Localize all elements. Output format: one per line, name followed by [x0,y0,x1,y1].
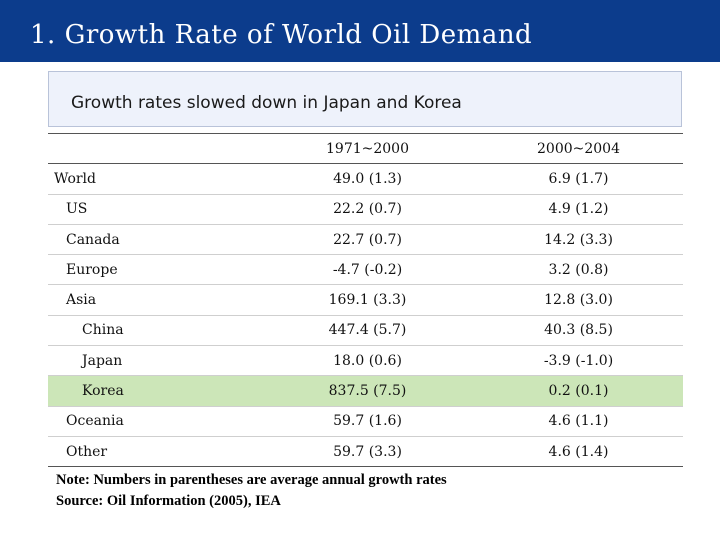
value-1971-2000: 447.4 (5.7) [261,314,474,347]
value-2000-2004: 6.9 (1.7) [474,163,683,195]
table-row: Asia 169.1 (3.3) 12.8 (3.0) [48,284,683,316]
page-title: 1. Growth Rate of World Oil Demand [30,20,533,50]
source-line: Source: Oil Information (2005), IEA [56,493,281,509]
value-2000-2004: -3.9 (-1.0) [474,345,683,377]
table-row: Europe -4.7 (-0.2) 3.2 (0.8) [48,254,683,286]
region-label: US [48,193,261,225]
value-2000-2004: 14.2 (3.3) [474,223,683,256]
value-1971-2000: 49.0 (1.3) [261,163,474,195]
region-label: Korea [48,375,261,407]
region-label: Oceania [48,405,261,437]
growth-rate-table: 1971~2000 2000~2004 World 49.0 (1.3) 6.9 (… [48,132,683,468]
header-period-1971-2000: 1971~2000 [261,132,474,165]
value-1971-2000: 837.5 (7.5) [261,375,474,407]
subtitle-text: Growth rates slowed down in Japan and Ko… [71,93,462,113]
table-row: Canada 22.7 (0.7) 14.2 (3.3) [48,223,683,256]
table-row: China 447.4 (5.7) 40.3 (8.5) [48,314,683,347]
value-1971-2000: 59.7 (1.6) [261,405,474,437]
value-2000-2004: 4.9 (1.2) [474,193,683,225]
header-label-column [48,132,261,165]
table-row: World 49.0 (1.3) 6.9 (1.7) [48,163,683,195]
footnote: Note: Numbers in parentheses are average… [56,470,447,512]
table-row: Oceania 59.7 (1.6) 4.6 (1.1) [48,405,683,437]
value-2000-2004: 0.2 (0.1) [474,375,683,407]
value-1971-2000: 18.0 (0.6) [261,345,474,377]
value-1971-2000: 169.1 (3.3) [261,284,474,316]
region-label: Asia [48,284,261,316]
title-bar: 1. Growth Rate of World Oil Demand [0,0,720,62]
table-body: World 49.0 (1.3) 6.9 (1.7) US 22.2 (0.7) 4.9 … [48,163,683,468]
table-row: Korea 837.5 (7.5) 0.2 (0.1) [48,375,683,407]
table-row: Other 59.7 (3.3) 4.6 (1.4) [48,435,683,468]
region-label: World [48,163,261,195]
value-1971-2000: 59.7 (3.3) [261,435,474,468]
region-label: Canada [48,223,261,256]
table-row: Japan 18.0 (0.6) -3.9 (-1.0) [48,345,683,377]
region-label: China [48,314,261,347]
table-header-row: 1971~2000 2000~2004 [48,132,683,165]
value-2000-2004: 40.3 (8.5) [474,314,683,347]
subtitle-box: Growth rates slowed down in Japan and Ko… [48,71,682,127]
header-period-2000-2004: 2000~2004 [474,132,683,165]
value-2000-2004: 4.6 (1.1) [474,405,683,437]
value-1971-2000: -4.7 (-0.2) [261,254,474,286]
value-2000-2004: 12.8 (3.0) [474,284,683,316]
region-label: Japan [48,345,261,377]
value-2000-2004: 3.2 (0.8) [474,254,683,286]
region-label: Europe [48,254,261,286]
value-1971-2000: 22.2 (0.7) [261,193,474,225]
region-label: Other [48,435,261,468]
note-line: Note: Numbers in parentheses are average… [56,472,447,488]
value-2000-2004: 4.6 (1.4) [474,435,683,468]
value-1971-2000: 22.7 (0.7) [261,223,474,256]
table-row: US 22.2 (0.7) 4.9 (1.2) [48,193,683,225]
